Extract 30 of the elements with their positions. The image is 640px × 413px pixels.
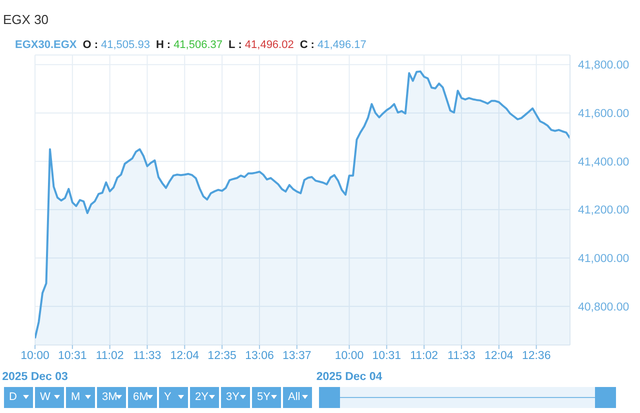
x-tick-label: 10:31 [58, 350, 87, 362]
period-button: Y [159, 387, 188, 408]
x-tick-label: 11:33 [448, 350, 476, 362]
period-button: M [66, 387, 95, 408]
x-tick-label: 12:35 [208, 350, 236, 362]
y-tick-label: 41,200.00 [578, 204, 630, 217]
period-button: 5Y [252, 387, 281, 408]
y-tick-label: 41,000.00 [578, 253, 630, 266]
y-tick-label: 41,600.00 [578, 108, 630, 120]
period-button: 6M [128, 387, 157, 408]
period-button: 2Y [190, 387, 219, 408]
x-tick-label: 11:02 [410, 350, 438, 362]
period-button: All [283, 387, 312, 408]
y-tick-label: 41,400.00 [578, 156, 630, 168]
x-tick-label: 11:02 [96, 350, 124, 362]
period-button: 3Y [221, 387, 250, 408]
text: EGX30.EGX O : 41,505.93 H : 41,506.37 L : 41,496.02 C : 41,496.17 [15, 39, 366, 51]
x-tick-label: 13:37 [282, 350, 312, 362]
y-tick-label: 41,800.00 [578, 60, 630, 72]
y-tick-label: 40,800.00 [578, 301, 630, 314]
chart-title: EGX 30 [3, 12, 49, 27]
period-button: 3M [97, 387, 126, 408]
x-tick-label: 12:36 [522, 350, 551, 362]
x-tick-label: 12:04 [170, 350, 200, 362]
x-tick-label: 10:31 [372, 350, 402, 362]
period-button: W [35, 387, 64, 408]
x-tick-label: 11:33 [133, 350, 162, 362]
x-tick-label: 13:06 [245, 350, 274, 362]
period-button: D [4, 387, 33, 408]
x-tick-label: 12:04 [484, 350, 514, 362]
